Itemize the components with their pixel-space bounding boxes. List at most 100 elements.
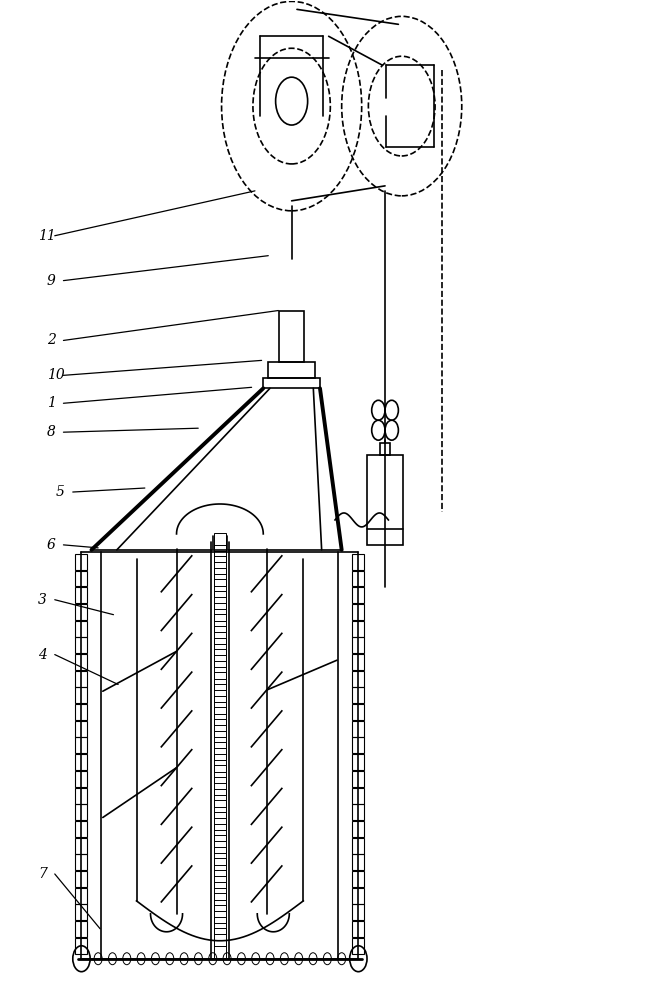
Bar <box>214 626 226 644</box>
Bar <box>214 893 226 911</box>
Text: 10: 10 <box>47 368 64 382</box>
Bar <box>279 311 304 362</box>
Bar <box>76 838 88 854</box>
Bar <box>214 649 226 667</box>
Text: 11: 11 <box>38 229 56 243</box>
Text: 6: 6 <box>47 538 56 552</box>
Bar <box>214 719 226 737</box>
Bar <box>263 378 320 388</box>
Bar <box>352 788 364 804</box>
Bar <box>214 579 226 597</box>
Bar <box>76 654 88 670</box>
Bar <box>76 921 88 937</box>
Bar <box>214 858 226 876</box>
Bar <box>214 603 226 621</box>
Bar <box>76 888 88 904</box>
Text: 1: 1 <box>47 396 56 410</box>
Bar <box>76 554 88 570</box>
Text: 8: 8 <box>47 425 56 439</box>
Text: 5: 5 <box>56 485 65 499</box>
Bar <box>214 754 226 772</box>
Bar <box>214 940 226 958</box>
Bar <box>214 847 226 865</box>
Bar <box>76 754 88 770</box>
Bar <box>214 672 226 690</box>
Bar <box>214 800 226 818</box>
Bar <box>352 871 364 887</box>
Bar <box>268 362 315 378</box>
Bar <box>381 443 390 455</box>
Bar <box>214 696 226 714</box>
Bar <box>352 604 364 620</box>
Bar <box>214 568 226 586</box>
Bar <box>352 687 364 703</box>
Text: 7: 7 <box>38 867 47 881</box>
Bar <box>352 888 364 904</box>
Bar <box>214 545 226 562</box>
Text: 4: 4 <box>38 648 47 662</box>
Text: 9: 9 <box>47 274 56 288</box>
Bar <box>76 938 88 954</box>
Bar <box>214 789 226 807</box>
Bar <box>76 804 88 820</box>
Bar <box>214 614 226 632</box>
Bar <box>352 904 364 920</box>
Bar <box>352 721 364 737</box>
Bar <box>352 571 364 586</box>
Bar <box>352 854 364 870</box>
Bar <box>214 638 226 655</box>
Bar <box>214 707 226 725</box>
Bar <box>352 587 364 603</box>
Bar <box>76 621 88 637</box>
Bar <box>214 928 226 946</box>
Bar <box>214 835 226 853</box>
Bar <box>76 871 88 887</box>
Bar <box>214 684 226 702</box>
Bar <box>352 554 364 570</box>
Bar <box>214 742 226 760</box>
Bar <box>214 731 226 748</box>
Bar <box>76 721 88 737</box>
Bar <box>76 604 88 620</box>
Text: 2: 2 <box>47 333 56 347</box>
Bar <box>352 921 364 937</box>
Bar <box>76 587 88 603</box>
Bar <box>214 765 226 783</box>
Bar <box>214 591 226 609</box>
Bar <box>352 804 364 820</box>
Bar <box>76 671 88 687</box>
Bar <box>76 687 88 703</box>
Bar <box>76 821 88 837</box>
Bar <box>352 838 364 854</box>
Text: 3: 3 <box>38 593 47 607</box>
Bar <box>214 812 226 830</box>
Bar <box>76 771 88 787</box>
Bar <box>352 821 364 837</box>
Bar <box>76 571 88 586</box>
Bar <box>76 788 88 804</box>
Bar <box>76 904 88 920</box>
Bar <box>352 704 364 720</box>
Bar <box>352 754 364 770</box>
Bar <box>366 455 403 545</box>
Bar <box>76 737 88 753</box>
Bar <box>76 854 88 870</box>
Bar <box>214 661 226 679</box>
Bar <box>76 637 88 653</box>
Bar <box>352 938 364 954</box>
Bar <box>352 621 364 637</box>
Bar <box>352 737 364 753</box>
Bar <box>352 637 364 653</box>
Bar <box>214 870 226 888</box>
Bar <box>214 556 226 574</box>
Bar <box>76 704 88 720</box>
Bar <box>214 905 226 923</box>
Bar <box>214 777 226 795</box>
Bar <box>214 882 226 900</box>
Bar <box>352 654 364 670</box>
Bar <box>214 533 226 551</box>
Bar <box>352 671 364 687</box>
Bar <box>214 824 226 841</box>
Bar <box>214 917 226 934</box>
Bar <box>352 771 364 787</box>
